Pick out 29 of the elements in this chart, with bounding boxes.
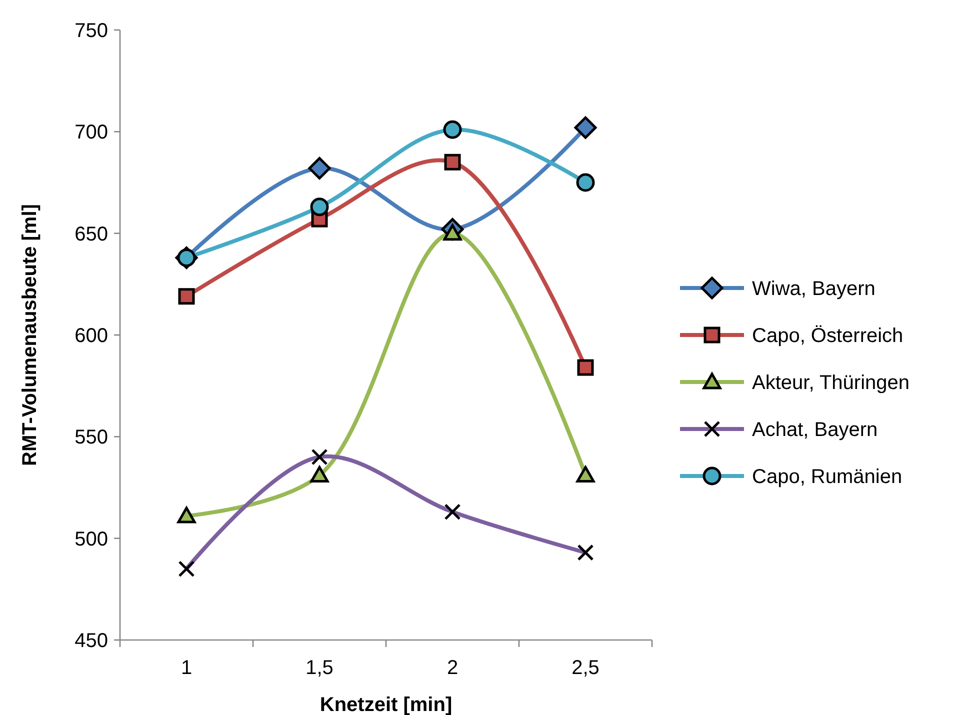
x-tick-label: 2,5 — [572, 657, 600, 679]
point — [576, 466, 595, 483]
point — [574, 116, 597, 139]
point — [577, 359, 594, 376]
point — [444, 154, 461, 170]
legend-label: Akteur, Thüringen — [752, 372, 910, 394]
point — [308, 157, 331, 180]
y-tick-label: 600 — [74, 325, 108, 347]
point — [576, 173, 595, 192]
x-tick-label: 1,5 — [306, 657, 334, 679]
y-tick-label: 500 — [74, 528, 108, 550]
legend-label: Wiwa, Bayern — [752, 278, 876, 300]
legend-label: Capo, Rumänien — [752, 466, 902, 488]
point — [310, 466, 329, 483]
y-tick-label: 700 — [74, 122, 108, 144]
y-tick-label: 550 — [74, 426, 108, 449]
point — [177, 506, 196, 524]
y-tick-label: 450 — [74, 630, 108, 652]
point — [178, 288, 195, 305]
point — [443, 120, 462, 139]
point — [310, 198, 329, 216]
y-tick-label: 650 — [74, 223, 108, 246]
legend-label: Capo, Österreich — [752, 325, 904, 347]
y-axis-title: RMT-Volumenausbeute [ml] — [19, 204, 41, 466]
x-tick-label: 2 — [446, 657, 458, 679]
x-tick-label: 1 — [180, 657, 192, 679]
y-tick-label: 750 — [74, 20, 108, 42]
legend-label: Achat, Bayern — [752, 419, 878, 441]
x-axis-title: Knetzeit [min] — [320, 694, 452, 715]
